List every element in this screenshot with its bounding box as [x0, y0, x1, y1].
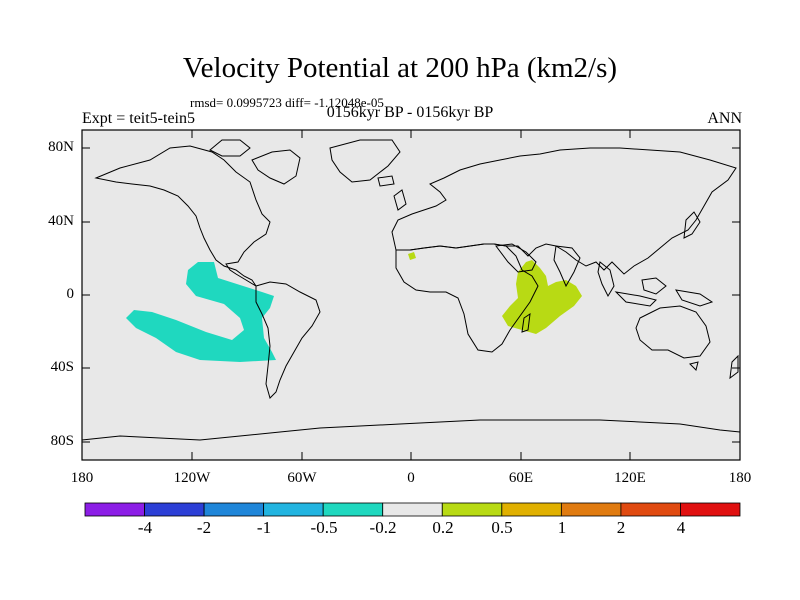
lon-label-60e: 60E — [508, 470, 534, 486]
lon-label-120w: 120W — [173, 470, 211, 486]
colorbar-segment — [501, 502, 562, 517]
colorbar-label: -2 — [196, 518, 212, 537]
colorbar-segment — [441, 502, 503, 517]
chart-title: Velocity Potential at 200 hPa (km2/s) — [182, 52, 618, 84]
experiment-label: Expt = teit5-tein5 — [82, 110, 195, 127]
lon-label-0: 0 — [407, 470, 415, 486]
colorbar-label: 0.2 — [432, 518, 454, 537]
lat-label-80s: 80S — [50, 433, 74, 449]
colorbar-segment — [620, 502, 681, 517]
period-text: 0156kyr BP - 0156kyr BP — [326, 104, 494, 121]
colorbar-segment — [560, 502, 622, 517]
coastlines — [81, 139, 741, 441]
lon-label-180w: 180 — [70, 470, 94, 486]
lat-label-40s: 40S — [50, 359, 74, 375]
colorbar-label: 2 — [616, 518, 626, 537]
colorbar-segment — [322, 502, 384, 517]
lon-label-60w: 60W — [287, 470, 317, 486]
lon-label-180e: 180 — [728, 470, 752, 486]
colorbar-segment — [144, 502, 205, 517]
colorbar-segment — [203, 502, 265, 517]
colorbar-label: -1 — [256, 518, 272, 537]
colorbar-segment — [263, 502, 324, 517]
colorbar-label: -4 — [137, 518, 153, 537]
colorbar — [84, 502, 741, 517]
positive-anomaly-sahara — [408, 252, 416, 260]
colorbar-segment — [382, 502, 443, 517]
colorbar-segment — [680, 502, 741, 517]
positive-anomaly-indian-ocean — [502, 260, 582, 334]
season-label: ANN — [707, 110, 742, 127]
colorbar-label: 4 — [676, 518, 686, 537]
lon-ticks — [191, 130, 631, 460]
colorbar-label: 0.5 — [491, 518, 513, 537]
lon-label-120e: 120E — [614, 470, 646, 486]
lat-label-40n: 40N — [48, 213, 74, 229]
lat-label-0: 0 — [66, 286, 75, 302]
lat-label-80n: 80N — [48, 139, 74, 155]
map-background — [82, 130, 740, 460]
colorbar-segment — [84, 502, 145, 517]
stats-text: rmsd= 0.0995723 diff= -1.12048e-05 — [190, 95, 384, 110]
negative-anomaly-eastern-pacific — [126, 262, 276, 362]
colorbar-label: -0.5 — [310, 518, 338, 537]
colorbar-label: -0.2 — [369, 518, 397, 537]
colorbar-label: 1 — [557, 518, 567, 537]
lat-ticks — [82, 147, 740, 443]
